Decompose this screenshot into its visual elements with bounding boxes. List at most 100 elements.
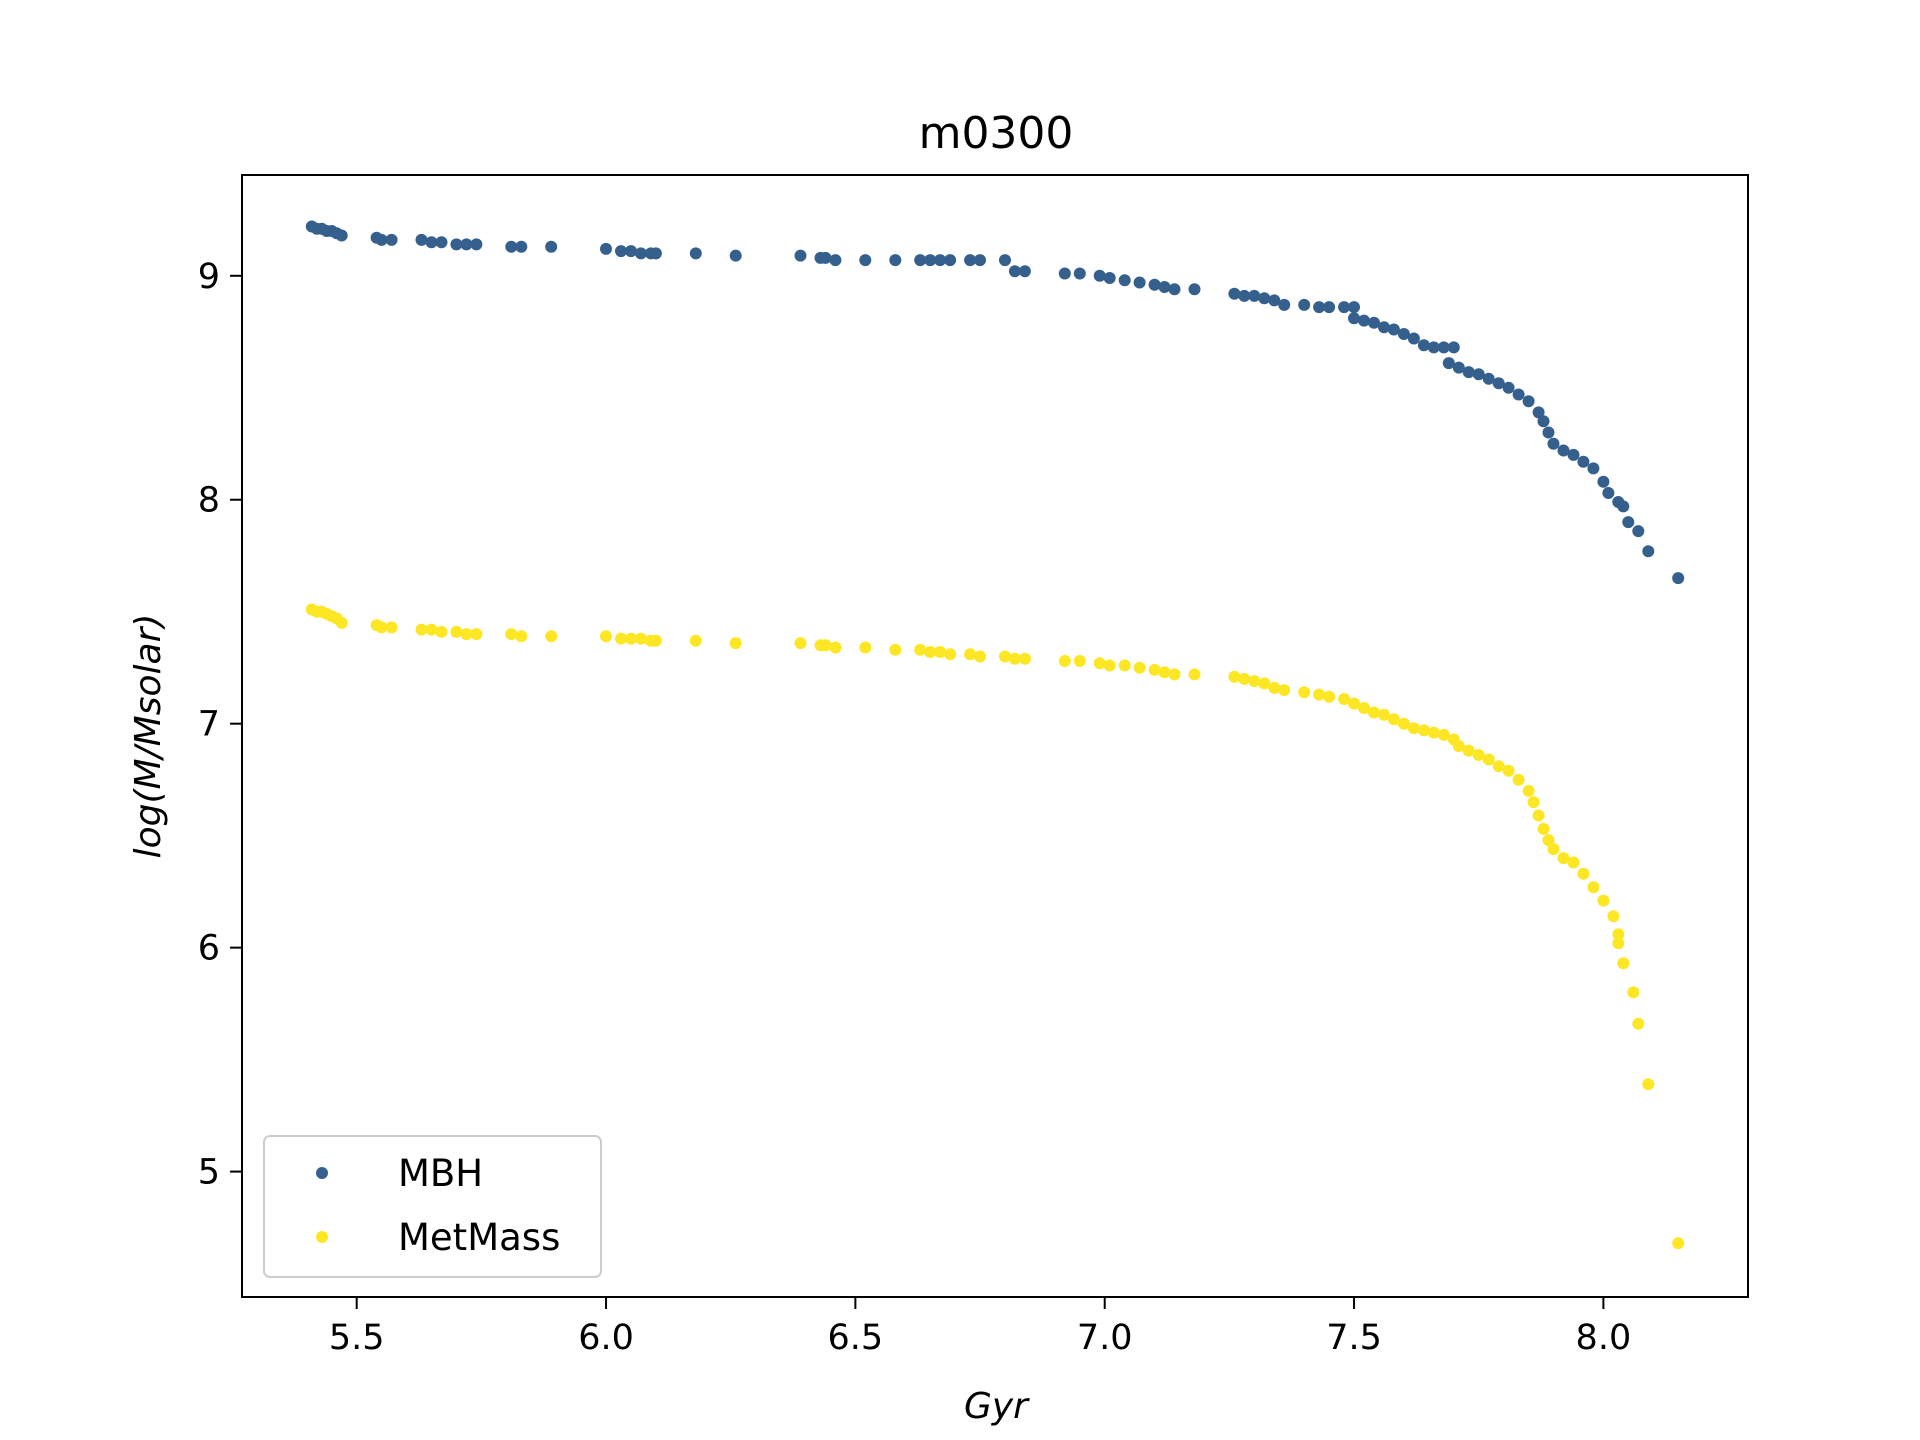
point-mbh-34 <box>924 254 937 267</box>
point-mbh-66 <box>1378 321 1390 334</box>
point-mbh-16 <box>505 240 518 253</box>
point-mbh-54 <box>1248 289 1261 302</box>
point-mbh-35 <box>934 254 947 267</box>
point-metmass-21 <box>625 632 637 645</box>
point-metmass-65 <box>1378 708 1390 721</box>
point-metmass-85 <box>1547 843 1560 856</box>
point-mbh-97 <box>1642 545 1655 558</box>
point-metmass-80 <box>1522 784 1535 797</box>
x-tick-label-5: 8.0 <box>1576 1318 1632 1358</box>
point-mbh-39 <box>999 254 1011 267</box>
point-metmass-10 <box>415 623 428 636</box>
legend-marker-mbh <box>316 1167 328 1179</box>
point-metmass-42 <box>1058 655 1071 667</box>
point-mbh-57 <box>1278 298 1291 311</box>
point-metmass-29 <box>819 639 832 652</box>
point-mbh-26 <box>729 249 742 262</box>
point-metmass-13 <box>450 625 463 638</box>
point-mbh-98 <box>1672 572 1685 585</box>
point-metmass-66 <box>1387 713 1400 726</box>
point-metmass-73 <box>1452 740 1465 753</box>
point-mbh-90 <box>1587 462 1600 475</box>
point-mbh-95 <box>1622 516 1635 529</box>
point-metmass-43 <box>1073 655 1086 667</box>
point-mbh-17 <box>515 240 528 253</box>
point-mbh-10 <box>415 233 428 246</box>
point-metmass-11 <box>425 623 438 636</box>
point-mbh-47 <box>1133 276 1146 289</box>
point-metmass-31 <box>859 641 872 654</box>
point-metmass-97 <box>1642 1078 1655 1091</box>
point-mbh-25 <box>689 247 702 260</box>
point-metmass-9 <box>385 621 398 634</box>
legend-label-mbh: MBH <box>398 1152 483 1195</box>
point-metmass-41 <box>1018 652 1031 665</box>
point-mbh-22 <box>634 247 647 260</box>
point-metmass-53 <box>1238 672 1251 685</box>
point-metmass-35 <box>934 646 947 658</box>
point-metmass-15 <box>470 628 483 641</box>
point-metmass-94 <box>1617 957 1630 970</box>
point-mbh-32 <box>889 254 902 267</box>
point-mbh-12 <box>435 236 448 249</box>
point-mbh-45 <box>1103 272 1116 284</box>
point-mbh-67 <box>1387 323 1400 336</box>
plot-frame <box>241 174 1749 1298</box>
point-metmass-34 <box>924 646 937 658</box>
point-metmass-56 <box>1268 681 1281 694</box>
point-metmass-86 <box>1557 852 1570 865</box>
point-metmass-52 <box>1228 670 1241 683</box>
point-metmass-77 <box>1492 760 1505 773</box>
point-mbh-65 <box>1368 316 1380 329</box>
y-tick-label-3: 8 <box>198 481 220 521</box>
point-mbh-70 <box>1417 339 1430 352</box>
point-metmass-59 <box>1313 688 1326 701</box>
point-metmass-40 <box>1008 652 1021 665</box>
point-metmass-39 <box>999 650 1011 663</box>
point-metmass-95 <box>1627 986 1640 999</box>
point-mbh-83 <box>1532 406 1545 419</box>
y-tick-label-4: 9 <box>198 257 220 297</box>
point-mbh-49 <box>1158 281 1171 293</box>
point-metmass-84 <box>1542 834 1555 847</box>
point-mbh-42 <box>1058 267 1071 280</box>
point-mbh-89 <box>1577 455 1590 468</box>
point-mbh-63 <box>1348 312 1360 325</box>
point-mbh-13 <box>450 238 463 251</box>
point-metmass-75 <box>1472 749 1485 761</box>
point-mbh-69 <box>1407 332 1420 345</box>
point-mbh-64 <box>1358 314 1370 327</box>
point-metmass-89 <box>1587 881 1600 894</box>
point-mbh-9 <box>385 233 398 246</box>
point-metmass-71 <box>1437 728 1450 741</box>
point-mbh-48 <box>1148 278 1161 291</box>
point-metmass-58 <box>1298 686 1311 699</box>
point-metmass-57 <box>1278 684 1291 697</box>
point-metmass-37 <box>964 648 977 661</box>
point-mbh-78 <box>1482 372 1495 385</box>
point-metmass-17 <box>515 630 528 643</box>
point-metmass-69 <box>1417 724 1430 737</box>
point-metmass-12 <box>435 625 448 638</box>
point-mbh-62 <box>1348 301 1360 314</box>
point-mbh-72 <box>1437 341 1450 354</box>
point-metmass-60 <box>1323 690 1336 703</box>
plot-marks <box>305 220 1685 1250</box>
point-metmass-82 <box>1532 809 1545 822</box>
point-mbh-33 <box>914 254 927 267</box>
point-mbh-61 <box>1338 301 1351 314</box>
point-mbh-58 <box>1298 298 1311 311</box>
point-mbh-73 <box>1447 341 1460 354</box>
point-metmass-76 <box>1482 753 1495 766</box>
point-mbh-24 <box>649 247 662 260</box>
point-metmass-32 <box>889 643 902 656</box>
point-mbh-19 <box>600 242 612 255</box>
point-metmass-62 <box>1348 697 1360 710</box>
point-metmass-81 <box>1527 796 1540 809</box>
y-tick-label-2: 7 <box>198 705 220 745</box>
point-metmass-63 <box>1358 702 1370 714</box>
x-tick-label-3: 7.0 <box>1077 1318 1133 1358</box>
point-metmass-36 <box>944 648 957 661</box>
point-metmass-98 <box>1672 1237 1685 1250</box>
point-mbh-43 <box>1073 267 1086 280</box>
